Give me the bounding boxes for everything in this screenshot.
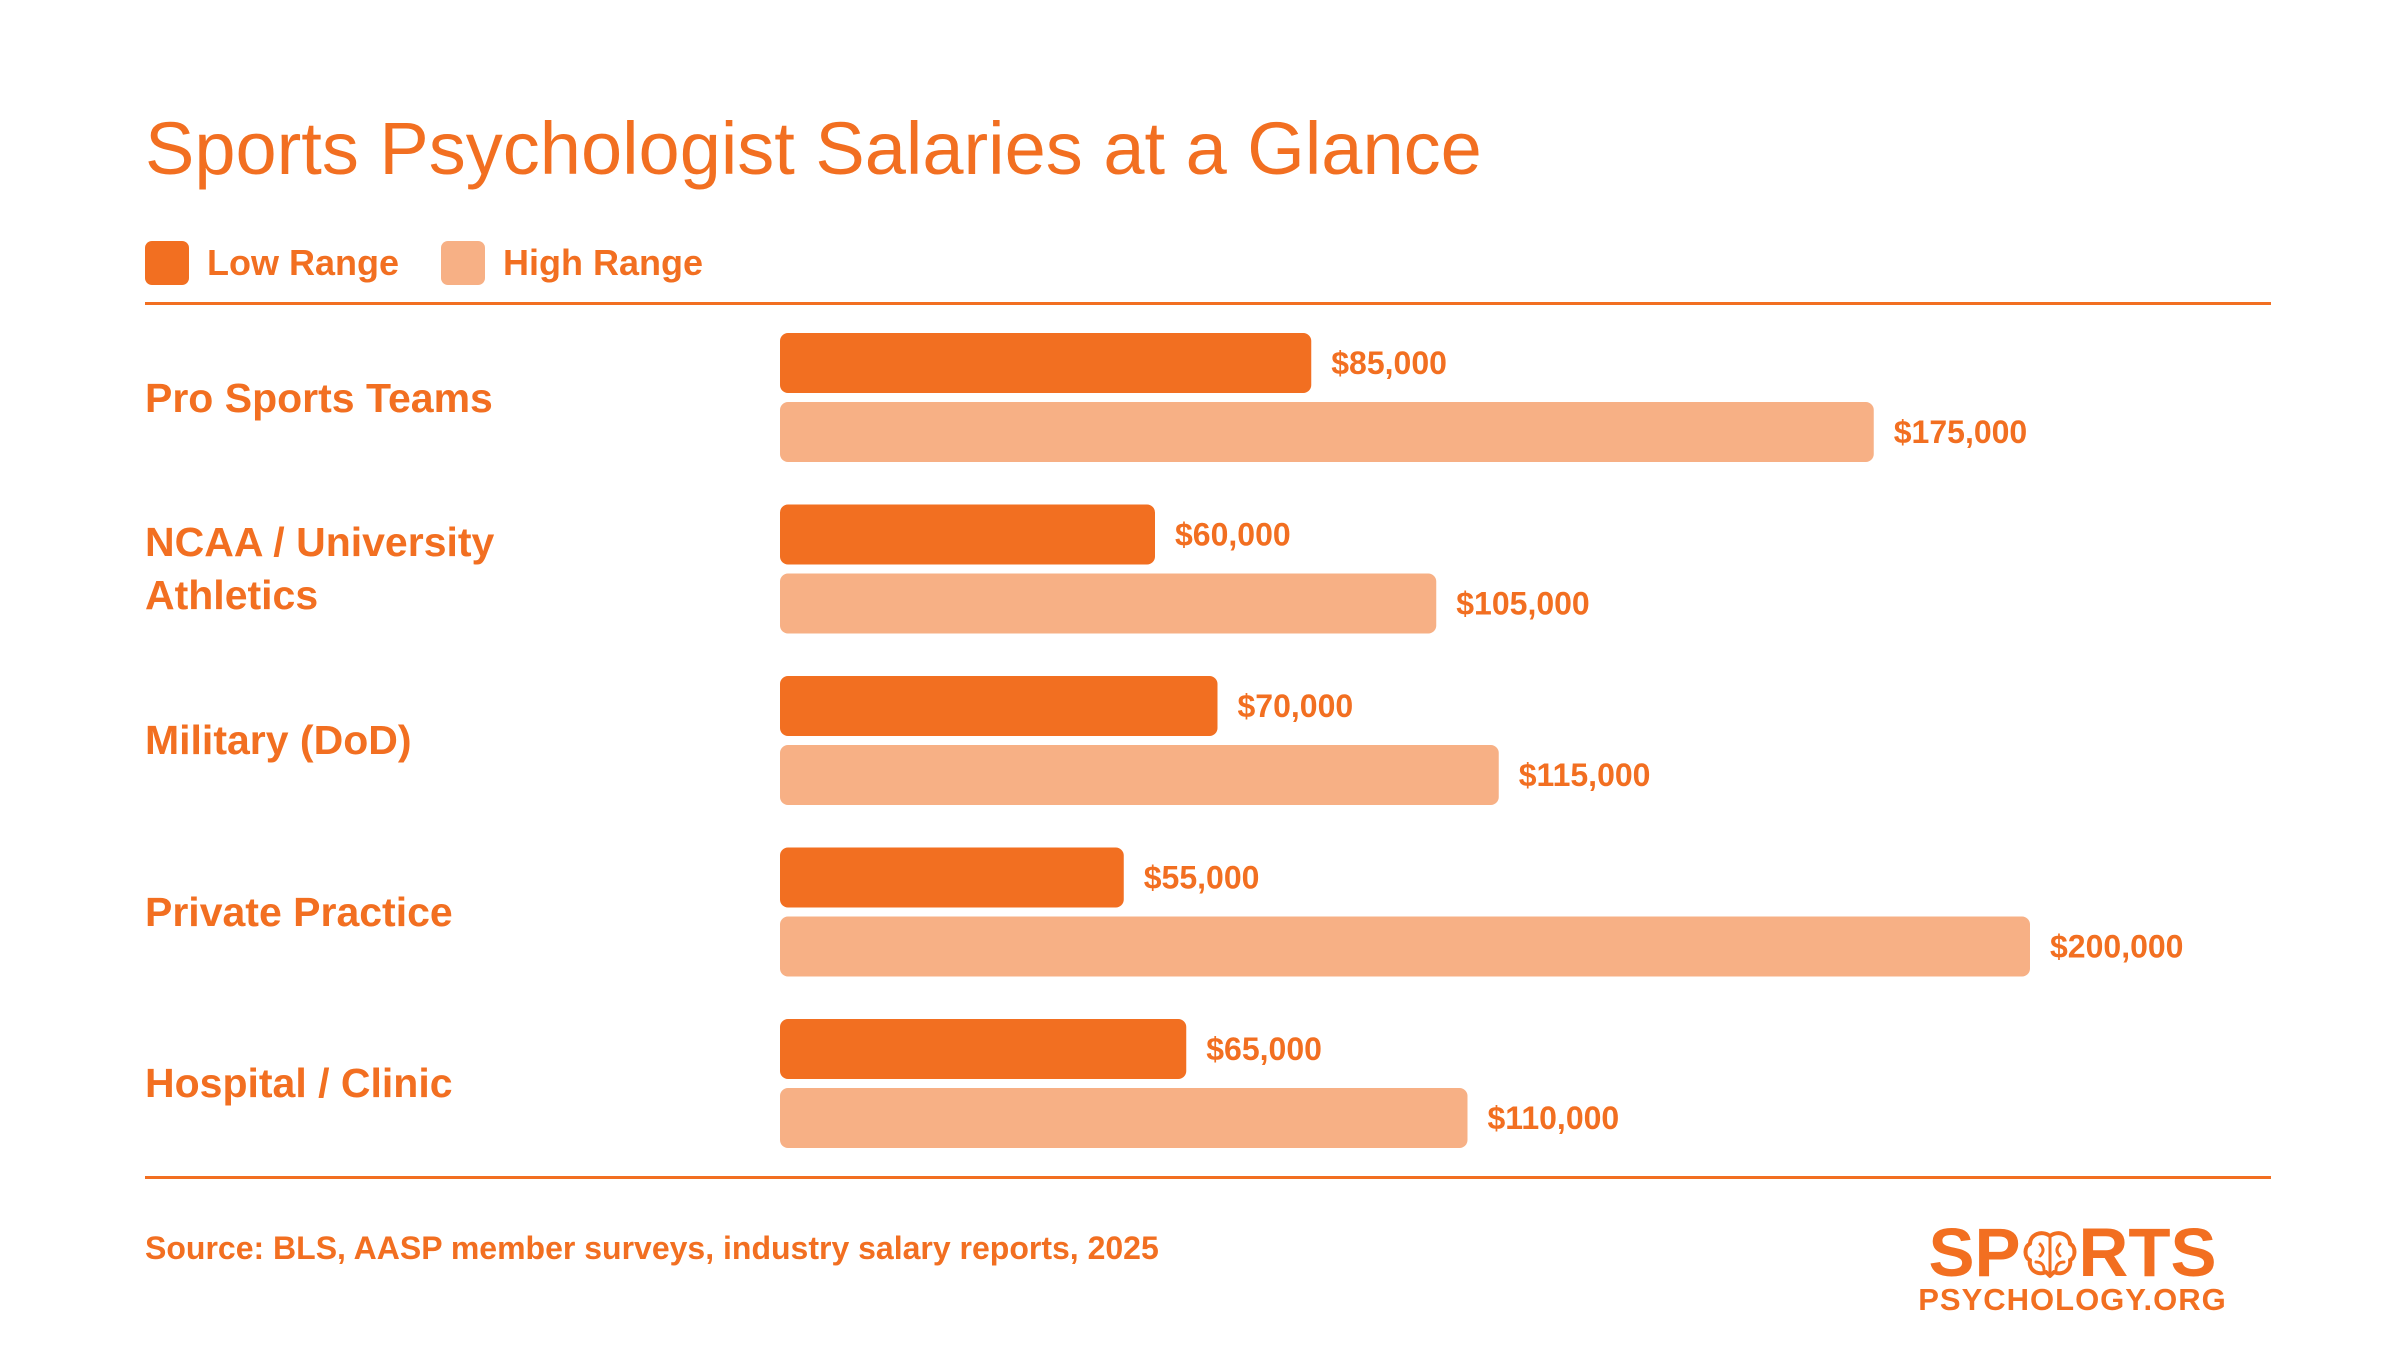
data-label-high-3: $200,000	[2050, 929, 2183, 965]
bar-low-2	[780, 676, 1218, 736]
logo-word-left: SP	[1928, 1214, 2021, 1291]
bar-high-1	[780, 573, 1437, 634]
category-label-ncaa: NCAA / University Athletics	[145, 519, 495, 618]
source-note: Source: BLS, AASP member surveys, indust…	[145, 1230, 1159, 1266]
bar-low-3	[780, 847, 1124, 908]
data-label-low-0: $85,000	[1331, 345, 1447, 381]
legend-label-low: Low Range	[207, 242, 400, 283]
data-label-low-1: $60,000	[1175, 517, 1291, 553]
bar-low-1	[780, 504, 1155, 565]
brain-icon	[2023, 1231, 2077, 1278]
legend: Low Range High Range	[145, 240, 745, 286]
legend-item-high: High Range	[441, 241, 703, 285]
bar-high-2	[780, 745, 1499, 805]
bar-high-3	[780, 916, 2030, 977]
data-label-high-2: $115,000	[1519, 757, 1651, 793]
category-label-military: Military (DoD)	[145, 717, 412, 763]
category-label-private-practice: Private Practice	[145, 889, 453, 935]
data-label-low-2: $70,000	[1238, 688, 1354, 724]
top-divider	[145, 302, 2271, 305]
data-label-high-1: $105,000	[1456, 586, 1589, 622]
legend-swatch-high	[441, 241, 486, 285]
bar-high-0	[780, 402, 1874, 462]
legend-label-high: High Range	[503, 242, 704, 283]
data-label-low-3: $55,000	[1144, 860, 1260, 896]
logo-wordmark: SP RTS	[1895, 1218, 2250, 1287]
category-labels: Pro Sports Teams NCAA / University Athle…	[0, 0, 760, 1350]
bottom-divider	[145, 1176, 2271, 1179]
legend-item-low: Low Range	[145, 241, 399, 285]
category-label-hospital: Hospital / Clinic	[145, 1060, 453, 1106]
data-label-high-4: $110,000	[1488, 1100, 1620, 1136]
data-label-low-4: $65,000	[1206, 1031, 1322, 1067]
bar-low-4	[780, 1019, 1187, 1079]
bar-high-4	[780, 1088, 1468, 1148]
category-label-pro-sports: Pro Sports Teams	[145, 375, 493, 421]
legend-swatch-low	[145, 241, 189, 285]
data-label-high-0: $175,000	[1894, 414, 2027, 450]
site-logo: SP RTS PSYCHOLOGY.ORG	[1895, 1218, 2250, 1318]
logo-subtitle: PSYCHOLOGY.ORG	[1918, 1282, 2227, 1317]
chart-title: Sports Psychologist Salaries at a Glance	[145, 107, 1482, 190]
logo-word-right: RTS	[2078, 1214, 2217, 1291]
bar-low-0	[780, 333, 1312, 393]
